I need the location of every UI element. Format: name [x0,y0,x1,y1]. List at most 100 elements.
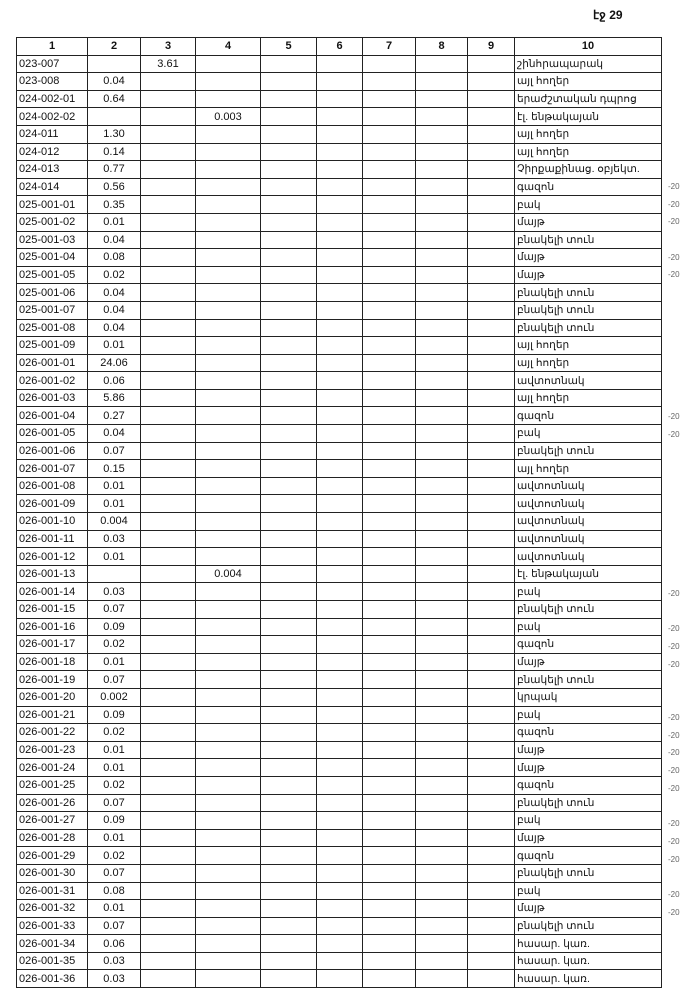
col-7-cell [362,951,416,971]
table-row: 026-001-07 0.15 այլ հողեր [16,459,662,478]
col-5-cell [260,72,317,91]
area-col-3-cell [140,212,196,232]
land-use-cell: երաժշտական դպրոց [514,89,662,109]
area-col-2-cell: 0.64 [87,89,141,109]
col-5-cell [260,494,317,514]
area-col-2-cell: 0.02 [87,775,141,795]
col-5-cell [260,529,317,549]
table-row: 026-001-25 0.02 գազոն [16,775,662,795]
land-use-cell: շինհրապարակ [514,54,662,74]
area-col-2-cell: 0.09 [87,617,141,637]
col-8-cell [415,846,468,865]
col-5-cell [260,617,317,637]
col-6-cell [316,107,363,126]
area-col-4-cell [195,687,261,707]
col-5-cell [260,336,317,355]
area-col-2-cell: 0.01 [87,828,141,848]
area-col-2-cell: 0.04 [87,318,141,338]
col-5-cell [260,230,317,250]
col-6-cell [316,564,363,584]
col-8-cell [415,775,468,795]
area-col-2-cell: 0.77 [87,160,141,179]
area-col-2-cell: 0.04 [87,424,141,443]
parcel-code-cell: 026-001-05 [16,424,88,443]
land-use-cell: մայթ [514,265,662,285]
area-col-4-cell [195,740,261,760]
area-col-2-cell: 0.08 [87,248,141,267]
area-col-2-cell: 0.002 [87,687,141,707]
parcel-code-cell: 026-001-28 [16,828,88,848]
area-col-3-cell [140,635,196,654]
table-row: 024-011 1.30 այլ հողեր [16,124,662,144]
margin-note: -20 [668,217,680,227]
land-use-cell: բակ [514,705,662,725]
col-5-cell [260,652,317,672]
area-col-2-cell: 0.01 [87,212,141,232]
col-8-cell [415,54,468,74]
table-row: 025-001-06 0.04 բնակելի տուն [16,283,662,302]
col-header-7: 7 [362,37,416,56]
parcel-code-cell: 026-001-26 [16,793,88,813]
table-row: 026-001-23 0.01 մայթ [16,740,662,760]
land-use-cell: բնակելի տուն [514,793,662,813]
area-col-4-cell [195,160,261,179]
parcel-code-cell: 026-001-11 [16,529,88,549]
col-9-cell [467,934,515,953]
col-9-cell [467,212,515,232]
area-col-4-cell: 0.004 [195,564,261,584]
land-use-cell: բակ [514,881,662,901]
margin-note: -20 [668,907,680,917]
table-row: 026-001-35 0.03 հասար. կառ. [16,951,662,971]
area-col-3-cell [140,547,196,566]
col-7-cell [362,212,416,232]
area-col-2-cell: 0.08 [87,881,141,901]
area-col-4-cell [195,89,261,109]
col-5-cell [260,177,317,197]
col-6-cell [316,687,363,707]
col-9-cell [467,828,515,848]
col-5-cell [260,705,317,725]
col-5-cell [260,107,317,126]
area-col-4-cell [195,283,261,302]
area-col-3-cell [140,72,196,91]
col-9-cell [467,177,515,197]
col-9-cell [467,635,515,654]
col-8-cell [415,89,468,109]
col-7-cell [362,564,416,584]
col-8-cell [415,124,468,144]
col-5-cell [260,388,317,408]
col-9-cell [467,775,515,795]
col-6-cell [316,318,363,338]
col-5-cell [260,600,317,619]
col-6-cell [316,265,363,285]
area-col-2-cell [87,54,141,74]
area-col-4-cell [195,846,261,865]
col-8-cell [415,811,468,830]
area-col-3-cell [140,529,196,549]
col-9-cell [467,195,515,214]
area-col-4-cell [195,300,261,320]
col-8-cell [415,371,468,390]
col-7-cell [362,881,416,901]
col-7-cell [362,652,416,672]
col-8-cell [415,793,468,813]
area-col-2-cell: 0.02 [87,265,141,285]
area-col-4-cell [195,916,261,936]
parcel-code-cell: 026-001-23 [16,740,88,760]
col-9-cell [467,740,515,760]
col-5-cell [260,951,317,971]
land-use-cell: այլ հողեր [514,388,662,408]
table-row: 026-001-30 0.07 բնակելի տուն [16,863,662,883]
col-8-cell [415,160,468,179]
area-col-3-cell [140,353,196,373]
area-col-2-cell: 0.02 [87,846,141,865]
col-8-cell [415,529,468,549]
area-col-4-cell [195,371,261,390]
area-col-4-cell [195,723,261,742]
col-8-cell [415,635,468,654]
area-col-4-cell [195,406,261,426]
col-8-cell [415,230,468,250]
margin-note: -20 [668,748,680,758]
col-6-cell [316,600,363,619]
col-9-cell [467,107,515,126]
